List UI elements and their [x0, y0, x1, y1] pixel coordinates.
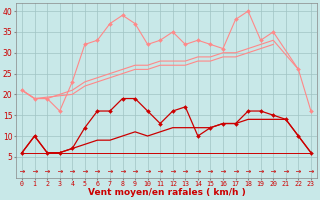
X-axis label: Vent moyen/en rafales ( km/h ): Vent moyen/en rafales ( km/h ) — [88, 188, 245, 197]
